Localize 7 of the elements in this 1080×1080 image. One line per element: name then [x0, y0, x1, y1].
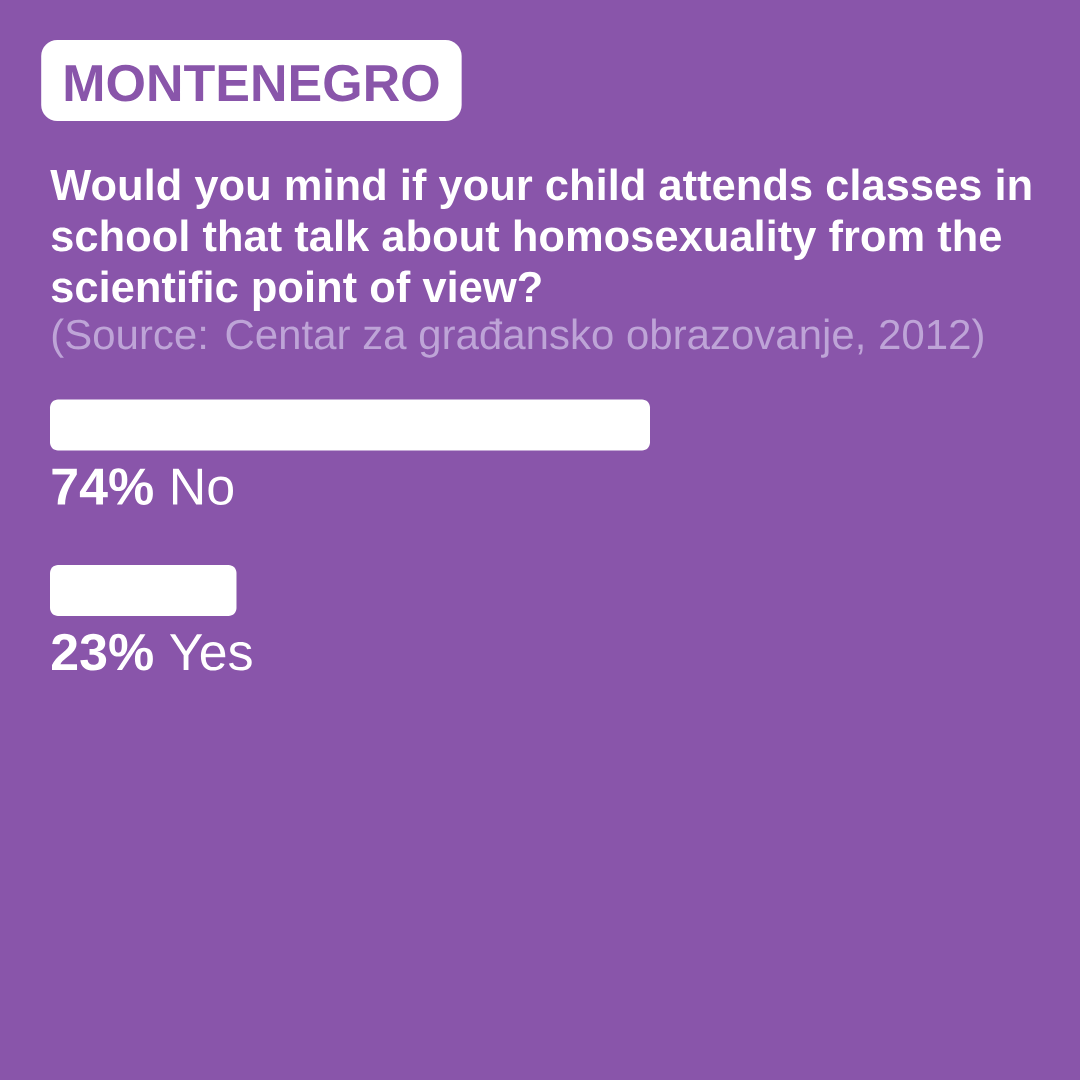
y-tick-label: Yes	[169, 634, 252, 671]
y-tick-label: No	[172, 468, 234, 506]
text: (Source: Centar za građansko obrazovanje, 2012)	[52, 318, 983, 358]
data-label: 74%	[52, 468, 153, 505]
chart-title: MONTENEGRO	[65, 64, 439, 102]
chart-subtitle: Would you mind if your child attends classes in school that talk about homosexuality from the scientific point of view?	[50, 168, 1031, 312]
data-label: 23%	[52, 633, 153, 671]
